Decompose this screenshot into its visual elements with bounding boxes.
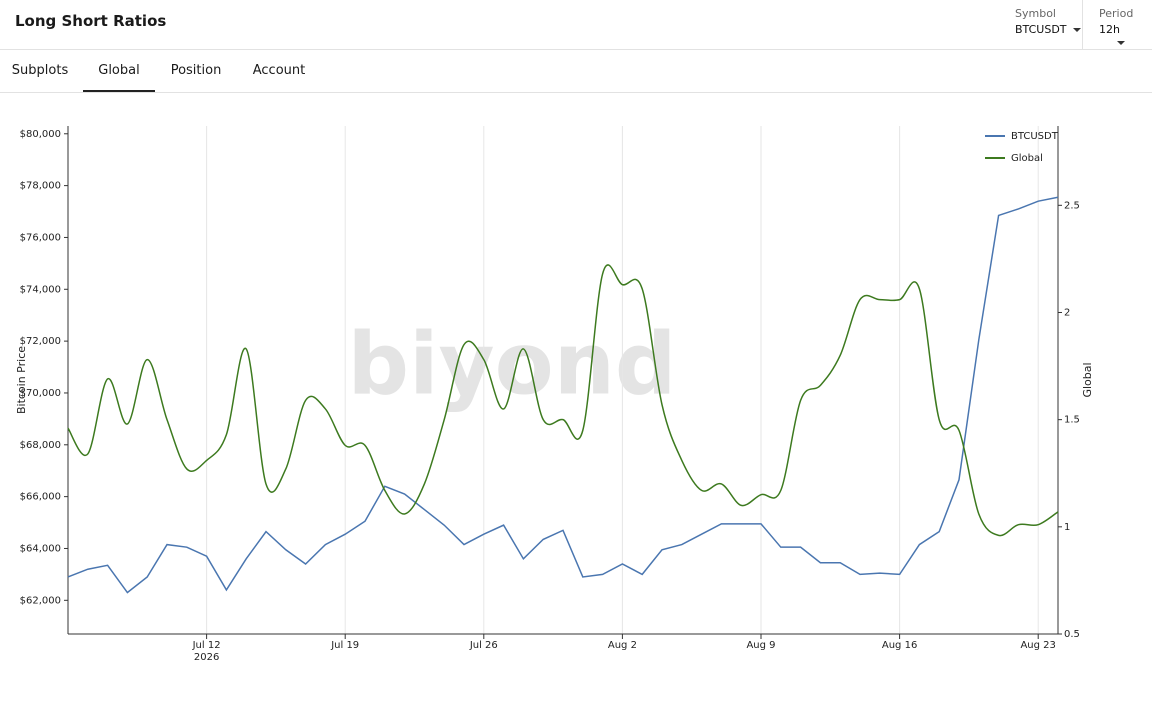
watermark: biyond bbox=[348, 314, 677, 414]
x-tick-label: Jul 12 bbox=[192, 640, 221, 651]
symbol-label: Symbol bbox=[1015, 7, 1056, 20]
y-tick-label: $80,000 bbox=[20, 129, 61, 140]
y2-tick-label: 1 bbox=[1064, 522, 1070, 533]
y-tick-label: $74,000 bbox=[20, 284, 61, 295]
caret bbox=[1072, 28, 1081, 32]
x-tick-label: Aug 23 bbox=[1020, 640, 1055, 651]
separator bbox=[1082, 0, 1083, 49]
x-tick-label: Aug 9 bbox=[746, 640, 775, 651]
y2-axis-label: Global bbox=[1081, 362, 1094, 397]
y-tick-label: $68,000 bbox=[20, 440, 61, 451]
tab[interactable]: Account bbox=[252, 63, 306, 78]
tab[interactable]: Subplots bbox=[11, 63, 69, 78]
tab[interactable]: Global bbox=[83, 50, 155, 92]
page-title: Long Short Ratios bbox=[15, 12, 167, 30]
legend-label: BTCUSDT bbox=[1011, 131, 1059, 142]
y2-tick-label: 1.5 bbox=[1064, 415, 1080, 426]
y-tick-label: $70,000 bbox=[20, 388, 61, 399]
x-tick-label: Jul 19 bbox=[330, 640, 359, 651]
x-tick-label: Aug 2 bbox=[608, 640, 637, 651]
caret bbox=[1117, 41, 1125, 45]
period-select[interactable]: Period 12h bbox=[1099, 7, 1144, 49]
tab-bar: Subplots Global Position Account bbox=[0, 50, 1152, 93]
legend-label: Global bbox=[1011, 153, 1043, 164]
y-tick-label: $62,000 bbox=[20, 595, 61, 606]
symbol-select[interactable]: Symbol BTCUSDT bbox=[1015, 7, 1081, 36]
y2-tick-label: 2.5 bbox=[1064, 200, 1080, 211]
x-tick-label: Aug 16 bbox=[882, 640, 917, 651]
tab[interactable]: Position bbox=[170, 63, 222, 78]
header: Long Short Ratios Symbol BTCUSDT Period … bbox=[0, 0, 1152, 50]
y2-tick-label: 2 bbox=[1064, 307, 1070, 318]
y-tick-label: $64,000 bbox=[20, 543, 61, 554]
y-tick-label: $78,000 bbox=[20, 181, 61, 192]
series-line bbox=[67, 264, 1059, 537]
period-label: Period bbox=[1099, 7, 1134, 20]
x-tick-label: Jul 26 bbox=[469, 640, 498, 651]
y-axis-label: Bitcoin Price bbox=[15, 346, 28, 414]
y-tick-label: $76,000 bbox=[20, 232, 61, 243]
y-tick-label: $66,000 bbox=[20, 492, 61, 503]
x-tick-sublabel: 2026 bbox=[194, 652, 219, 663]
period-value: 12h bbox=[1099, 23, 1120, 36]
symbol-value: BTCUSDT bbox=[1015, 23, 1067, 36]
y2-tick-label: 0.5 bbox=[1064, 629, 1080, 640]
y-tick-label: $72,000 bbox=[20, 336, 61, 347]
series-line bbox=[67, 196, 1059, 594]
